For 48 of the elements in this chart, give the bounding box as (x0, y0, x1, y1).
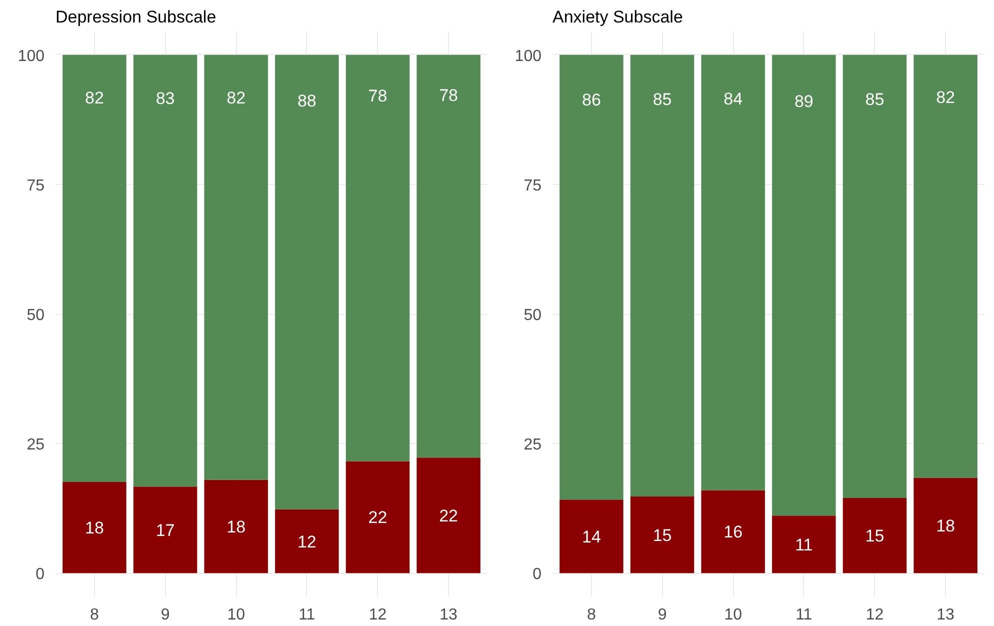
data-label: 18 (226, 518, 246, 537)
data-label: 18 (84, 518, 104, 538)
data-label: 88 (297, 91, 316, 110)
data-label: 78 (439, 86, 458, 106)
y-tick-label: 100 (18, 48, 45, 65)
y-tick-label: 75 (524, 177, 542, 194)
data-label: 82 (936, 88, 956, 108)
data-label: 82 (84, 88, 104, 108)
y-tick-label: 25 (26, 436, 45, 454)
data-label: 89 (794, 92, 814, 111)
data-label: 15 (652, 526, 672, 545)
x-tick-label: 9 (160, 606, 170, 624)
x-tick-label: 11 (796, 606, 812, 624)
data-label: 15 (865, 526, 884, 546)
x-tick-label: 10 (724, 606, 742, 624)
data-label: 86 (582, 90, 601, 110)
y-tick-label: 50 (524, 307, 542, 324)
y-tick-label: 100 (514, 48, 542, 65)
data-label: 11 (795, 535, 813, 554)
data-label: 83 (156, 89, 175, 108)
chart-title: Depression Subscale (56, 8, 216, 26)
data-label: 85 (652, 90, 672, 109)
y-tick-label: 0 (36, 566, 45, 584)
data-label: 85 (865, 90, 884, 110)
chart-title: Anxiety Subscale (552, 8, 683, 26)
data-label: 14 (582, 527, 601, 546)
y-tick-label: 50 (26, 307, 45, 324)
y-tick-label: 75 (26, 177, 45, 194)
data-label: 18 (936, 516, 956, 536)
data-label: 16 (724, 522, 743, 542)
x-tick-label: 12 (866, 606, 884, 624)
x-tick-label: 13 (936, 606, 955, 624)
data-label: 82 (226, 88, 246, 108)
y-tick-label: 25 (524, 436, 542, 454)
x-tick-label: 9 (658, 606, 667, 624)
x-tick-label: 8 (90, 606, 99, 624)
x-tick-label: 11 (298, 606, 316, 624)
data-label: 17 (156, 520, 175, 540)
y-tick-label: 0 (532, 566, 542, 584)
data-label: 84 (724, 89, 743, 108)
data-label: 12 (297, 532, 316, 552)
data-label: 78 (368, 86, 388, 106)
x-tick-label: 10 (227, 606, 246, 624)
x-tick-label: 12 (368, 606, 387, 624)
data-label: 22 (368, 508, 388, 528)
data-label: 22 (439, 506, 458, 526)
x-tick-label: 13 (440, 606, 458, 624)
x-tick-label: 8 (587, 606, 596, 624)
